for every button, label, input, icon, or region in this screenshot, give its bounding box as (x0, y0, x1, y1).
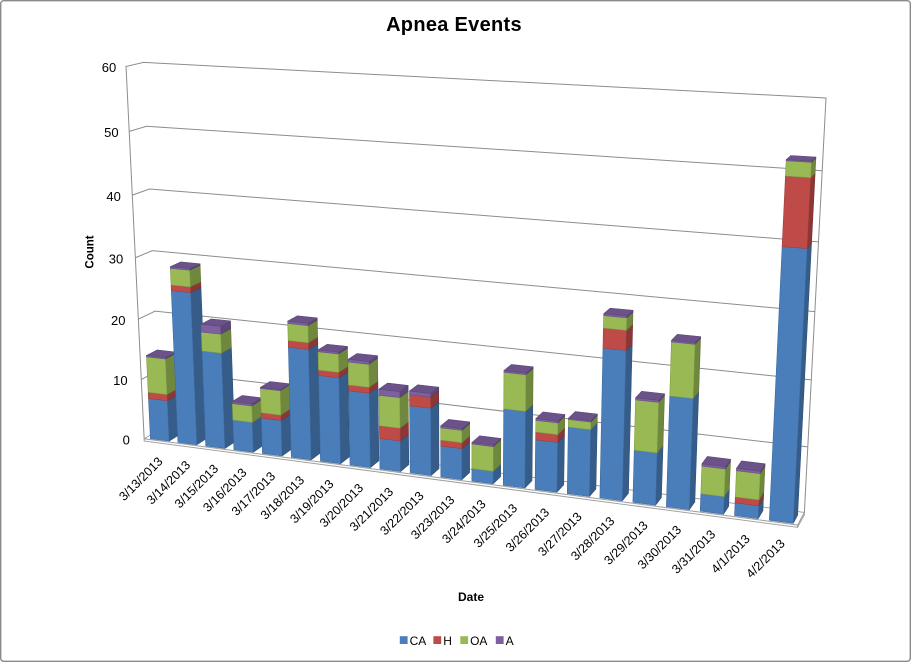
svg-text:OA: OA (470, 634, 487, 648)
svg-text:CA: CA (410, 634, 427, 648)
svg-text:H: H (443, 634, 452, 648)
svg-text:20: 20 (111, 313, 125, 328)
svg-text:Count: Count (85, 235, 97, 268)
svg-text:30: 30 (109, 251, 123, 266)
svg-text:Date: Date (458, 590, 484, 604)
svg-text:Apnea Events: Apnea Events (386, 14, 522, 36)
svg-text:A: A (506, 634, 514, 648)
svg-text:40: 40 (106, 189, 120, 204)
svg-text:60: 60 (102, 60, 116, 75)
svg-text:10: 10 (113, 373, 127, 388)
svg-text:0: 0 (123, 433, 130, 448)
svg-text:50: 50 (104, 125, 118, 140)
